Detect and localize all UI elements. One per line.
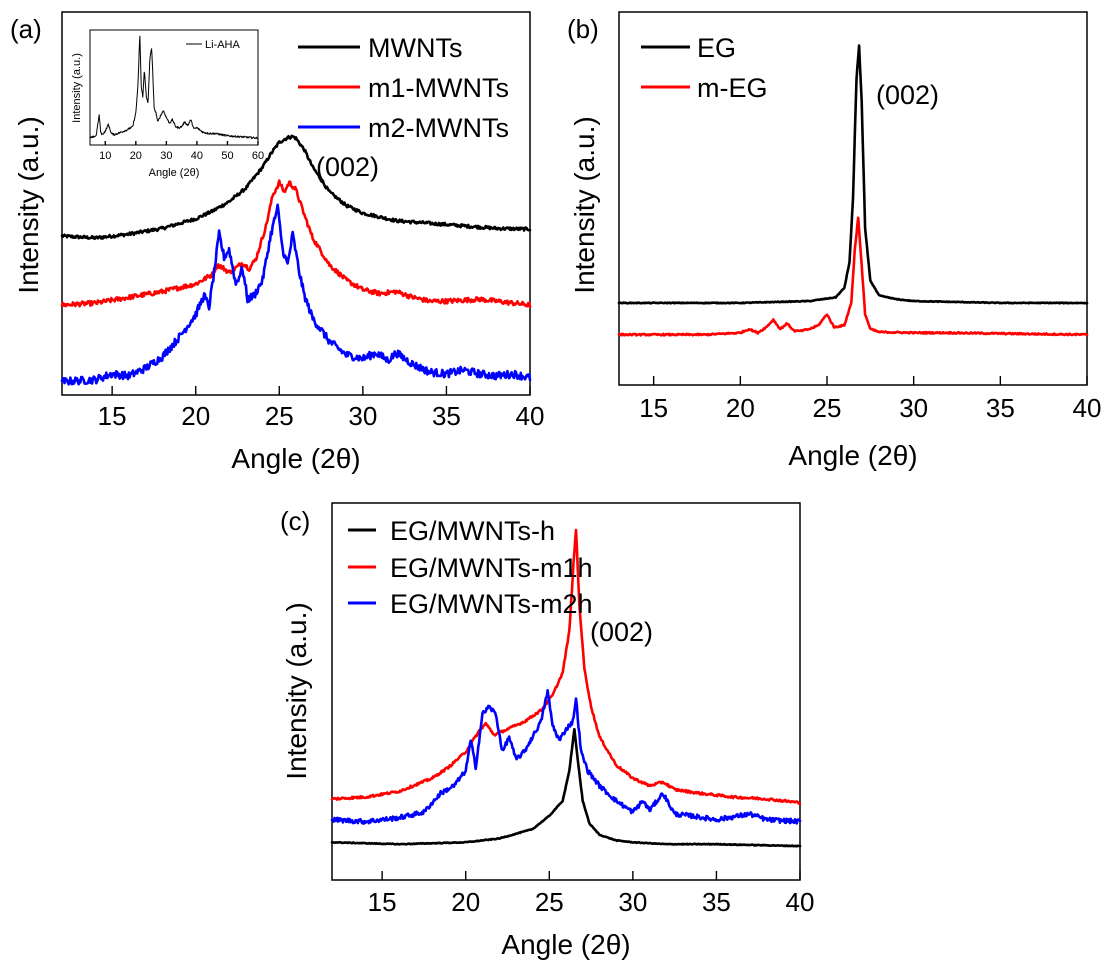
panel-b-x-axis: 15 20 25 30 35 40	[639, 376, 1101, 423]
panel-a-x-axis-label: Angle (2θ)	[231, 443, 360, 474]
panel-b-legend: EG m-EG	[641, 33, 768, 103]
panel-c-series-group	[330, 528, 802, 848]
panel-b-label: (b)	[567, 14, 599, 44]
panel-a-x-tick-label: 20	[181, 401, 210, 431]
inset-x-tick-label: 50	[221, 150, 233, 162]
panel-a-series-m2-mwnts	[60, 203, 532, 386]
panel-a-x-tick-label: 40	[516, 401, 545, 431]
panel-b-x-tick-label: 15	[639, 393, 668, 423]
inset-series-li-aha	[89, 35, 259, 140]
panel-c-legend: EG/MWNTs-h EG/MWNTs-m1h EG/MWNTs-m2h	[348, 516, 593, 619]
panel-b-x-tick-label: 35	[986, 393, 1015, 423]
inset-x-tick-label: 30	[160, 150, 172, 162]
legend-label-m-eg: m-EG	[697, 73, 768, 103]
inset-x-tick-label: 10	[99, 150, 111, 162]
legend-label-eg-mwnts-h: EG/MWNTs-h	[390, 516, 555, 546]
panel-c-y-axis-label: Intensity (a.u.)	[281, 602, 312, 779]
panel-c-series-eg-mwnts-m1h	[330, 528, 802, 806]
inset-series-group	[89, 35, 259, 140]
panel-a-x-tick-label: 30	[348, 401, 377, 431]
panel-a-x-tick-label: 15	[98, 401, 127, 431]
panel-c-plot-frame	[331, 502, 801, 881]
legend-label-mwnts: MWNTs	[368, 33, 462, 63]
panel-a-series-m1-mwnts	[60, 179, 532, 309]
legend-label-m2-mwnts: m2-MWNTs	[368, 113, 509, 143]
panel-a-legend: MWNTs m1-MWNTs m2-MWNTs	[298, 33, 509, 143]
inset-x-tick-label: 20	[130, 150, 142, 162]
panel-c-x-tick-label: 15	[368, 887, 397, 917]
panel-c-series-eg-mwnts-h	[330, 727, 802, 848]
panel-b-plot-frame	[618, 11, 1088, 386]
panel-c-series-eg-mwnts-m2h	[330, 689, 802, 825]
panel-b-x-axis-label: Angle (2θ)	[788, 440, 917, 471]
panel-c-x-tick-label: 30	[618, 887, 647, 917]
panel-b-peak-annotation: (002)	[876, 80, 939, 110]
panel-b-x-tick-label: 40	[1073, 393, 1102, 423]
panel-a-label: (a)	[10, 14, 42, 44]
panel-a-x-tick-label: 35	[432, 401, 461, 431]
panel-c-x-tick-label: 35	[702, 887, 731, 917]
panel-b: (b) 15 20 25 30 35 40 Angle (2θ) Intensity (a…	[567, 11, 1101, 471]
legend-label-eg-mwnts-m2h: EG/MWNTs-m2h	[390, 589, 593, 619]
panel-b-series-m-eg	[617, 216, 1089, 337]
panel-c-x-tick-label: 20	[451, 887, 480, 917]
panel-c-x-axis-label: Angle (2θ)	[501, 929, 630, 960]
inset-legend-label: Li-AHA	[205, 39, 241, 51]
panel-c-peak-annotation: (002)	[590, 617, 653, 647]
inset-y-axis-label: Intensity (a.u.)	[71, 53, 83, 123]
inset-x-axis-label: Angle (2θ)	[149, 167, 200, 179]
panel-b-x-tick-label: 25	[813, 393, 842, 423]
panel-a: (a) 15 20 25 30 35 40 Angle (2θ) Intensity (a…	[10, 11, 545, 474]
panel-b-x-tick-label: 30	[899, 393, 928, 423]
legend-label-eg-mwnts-m1h: EG/MWNTs-m1h	[390, 553, 593, 583]
inset-x-tick-label: 60	[252, 150, 264, 162]
panel-c-x-tick-label: 25	[535, 887, 564, 917]
panel-a-x-tick-label: 25	[265, 401, 294, 431]
panel-c: (c) 15 20 25 30 35 40 Angle (2θ) Intensity (a…	[280, 502, 815, 960]
panel-c-x-tick-label: 40	[786, 887, 815, 917]
inset-x-tick-label: 40	[191, 150, 203, 162]
panel-a-series-group	[60, 134, 532, 386]
panel-c-x-axis: 15 20 25 30 35 40	[368, 871, 815, 917]
legend-label-eg: EG	[697, 33, 736, 63]
legend-label-m1-mwnts: m1-MWNTs	[368, 73, 509, 103]
panel-b-series-eg	[617, 44, 1089, 305]
panel-a-plot-frame	[61, 11, 531, 396]
panel-a-x-axis: 15 20 25 30 35 40	[98, 386, 545, 431]
panel-a-peak-annotation: (002)	[316, 152, 379, 182]
panel-b-x-tick-label: 20	[726, 393, 755, 423]
panel-c-label: (c)	[280, 506, 310, 536]
inset-plot-frame	[89, 29, 259, 146]
inset-x-axis: 10 20 30 40 50 60	[99, 141, 264, 162]
panel-b-y-axis-label: Intensity (a.u.)	[569, 116, 600, 293]
panel-b-series-group	[617, 44, 1089, 337]
panel-a-y-axis-label: Intensity (a.u.)	[13, 116, 44, 293]
panel-a-inset: 10 20 30 40 50 60 Li-AHA Angle (2θ) Intensity…	[71, 29, 264, 179]
panel-a-series-mwnts	[60, 134, 532, 241]
